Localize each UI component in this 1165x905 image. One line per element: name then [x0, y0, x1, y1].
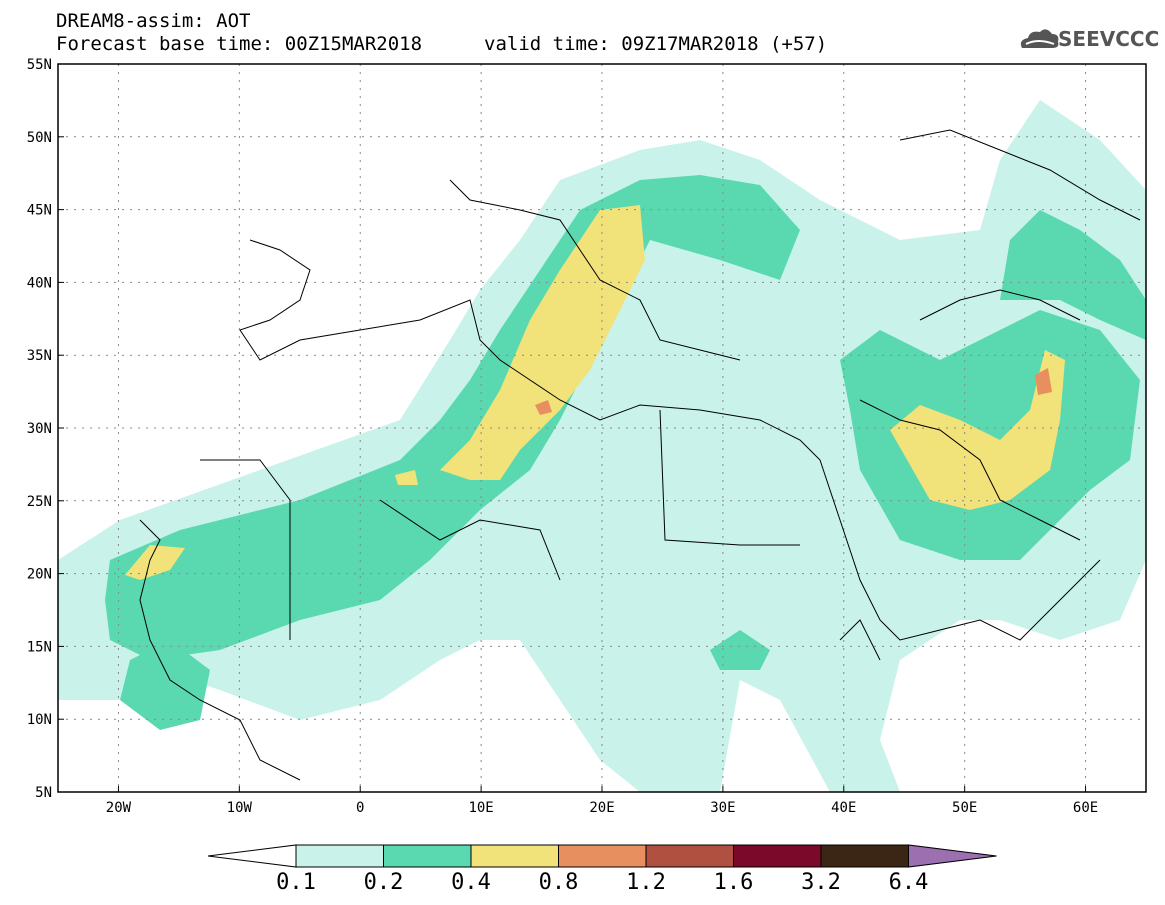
logo-text: SEEVCCC — [1058, 27, 1160, 51]
colorbar — [207, 844, 997, 868]
colorbar-label: 0.2 — [363, 870, 404, 895]
x-tick-label: 20W — [106, 800, 132, 816]
y-tick-label: 10N — [27, 712, 52, 728]
colorbar-segment — [645, 844, 734, 868]
colorbar-label: 3.2 — [801, 870, 841, 895]
base-time-label: Forecast base time: 00Z15MAR2018 — [56, 33, 423, 55]
x-tick-label: 30E — [710, 800, 735, 816]
y-tick-label: 50N — [27, 130, 52, 146]
colorbar-label: 0.1 — [276, 870, 316, 895]
y-tick-label: 15N — [27, 639, 52, 655]
colorbar-segment — [733, 844, 822, 868]
colorbar-label: 1.6 — [713, 870, 754, 895]
y-tick-label: 25N — [27, 494, 52, 510]
y-tick-label: 35N — [27, 348, 52, 364]
y-tick-label: 45N — [27, 203, 52, 219]
aot-band-0.1 — [58, 100, 1146, 792]
x-tick-label: 0 — [356, 800, 364, 816]
x-tick-label: 10W — [227, 800, 253, 816]
colorbar-segment — [558, 844, 647, 868]
x-tick-label: 40E — [831, 800, 856, 816]
valid-time-label: valid time: 09Z17MAR2018 (+57) — [484, 33, 828, 55]
colorbar-segment — [470, 844, 559, 868]
colorbar-label: 0.4 — [451, 870, 491, 895]
y-tick-label: 20N — [27, 567, 52, 583]
x-axis: 20W 10W 0 10E 20E 30E 40E 50E 60E — [106, 786, 1098, 816]
aot-band-0.8 — [535, 368, 1052, 415]
x-tick-label: 60E — [1073, 800, 1098, 816]
colorbar-label: 6.4 — [888, 870, 929, 895]
colorbar-segment — [295, 844, 384, 868]
y-tick-label: 55N — [27, 57, 52, 73]
x-tick-label: 20E — [589, 800, 614, 816]
cloud-logo-icon — [1020, 29, 1059, 48]
colorbar-over-triangle — [908, 844, 997, 868]
colorbar-label: 0.8 — [538, 870, 579, 895]
x-tick-label: 10E — [468, 800, 493, 816]
aot-band-0.4 — [125, 205, 1065, 580]
coastlines — [139, 129, 1141, 781]
y-tick-label: 40N — [27, 275, 52, 291]
map-title: DREAM8-assim: AOT — [56, 10, 251, 32]
aot-field — [58, 100, 1146, 792]
y-axis: 55N 50N 45N 40N 35N 30N 25N 20N 15N 10N 5N — [27, 57, 64, 801]
colorbar-segment — [383, 844, 472, 868]
colorbar-label: 1.2 — [626, 870, 666, 895]
x-tick-label: 50E — [952, 800, 977, 816]
y-tick-label: 5N — [35, 785, 52, 801]
colorbar-segment — [820, 844, 909, 868]
grid-lines — [58, 64, 1146, 792]
y-tick-label: 30N — [27, 421, 52, 437]
colorbar-under-triangle — [207, 844, 297, 868]
